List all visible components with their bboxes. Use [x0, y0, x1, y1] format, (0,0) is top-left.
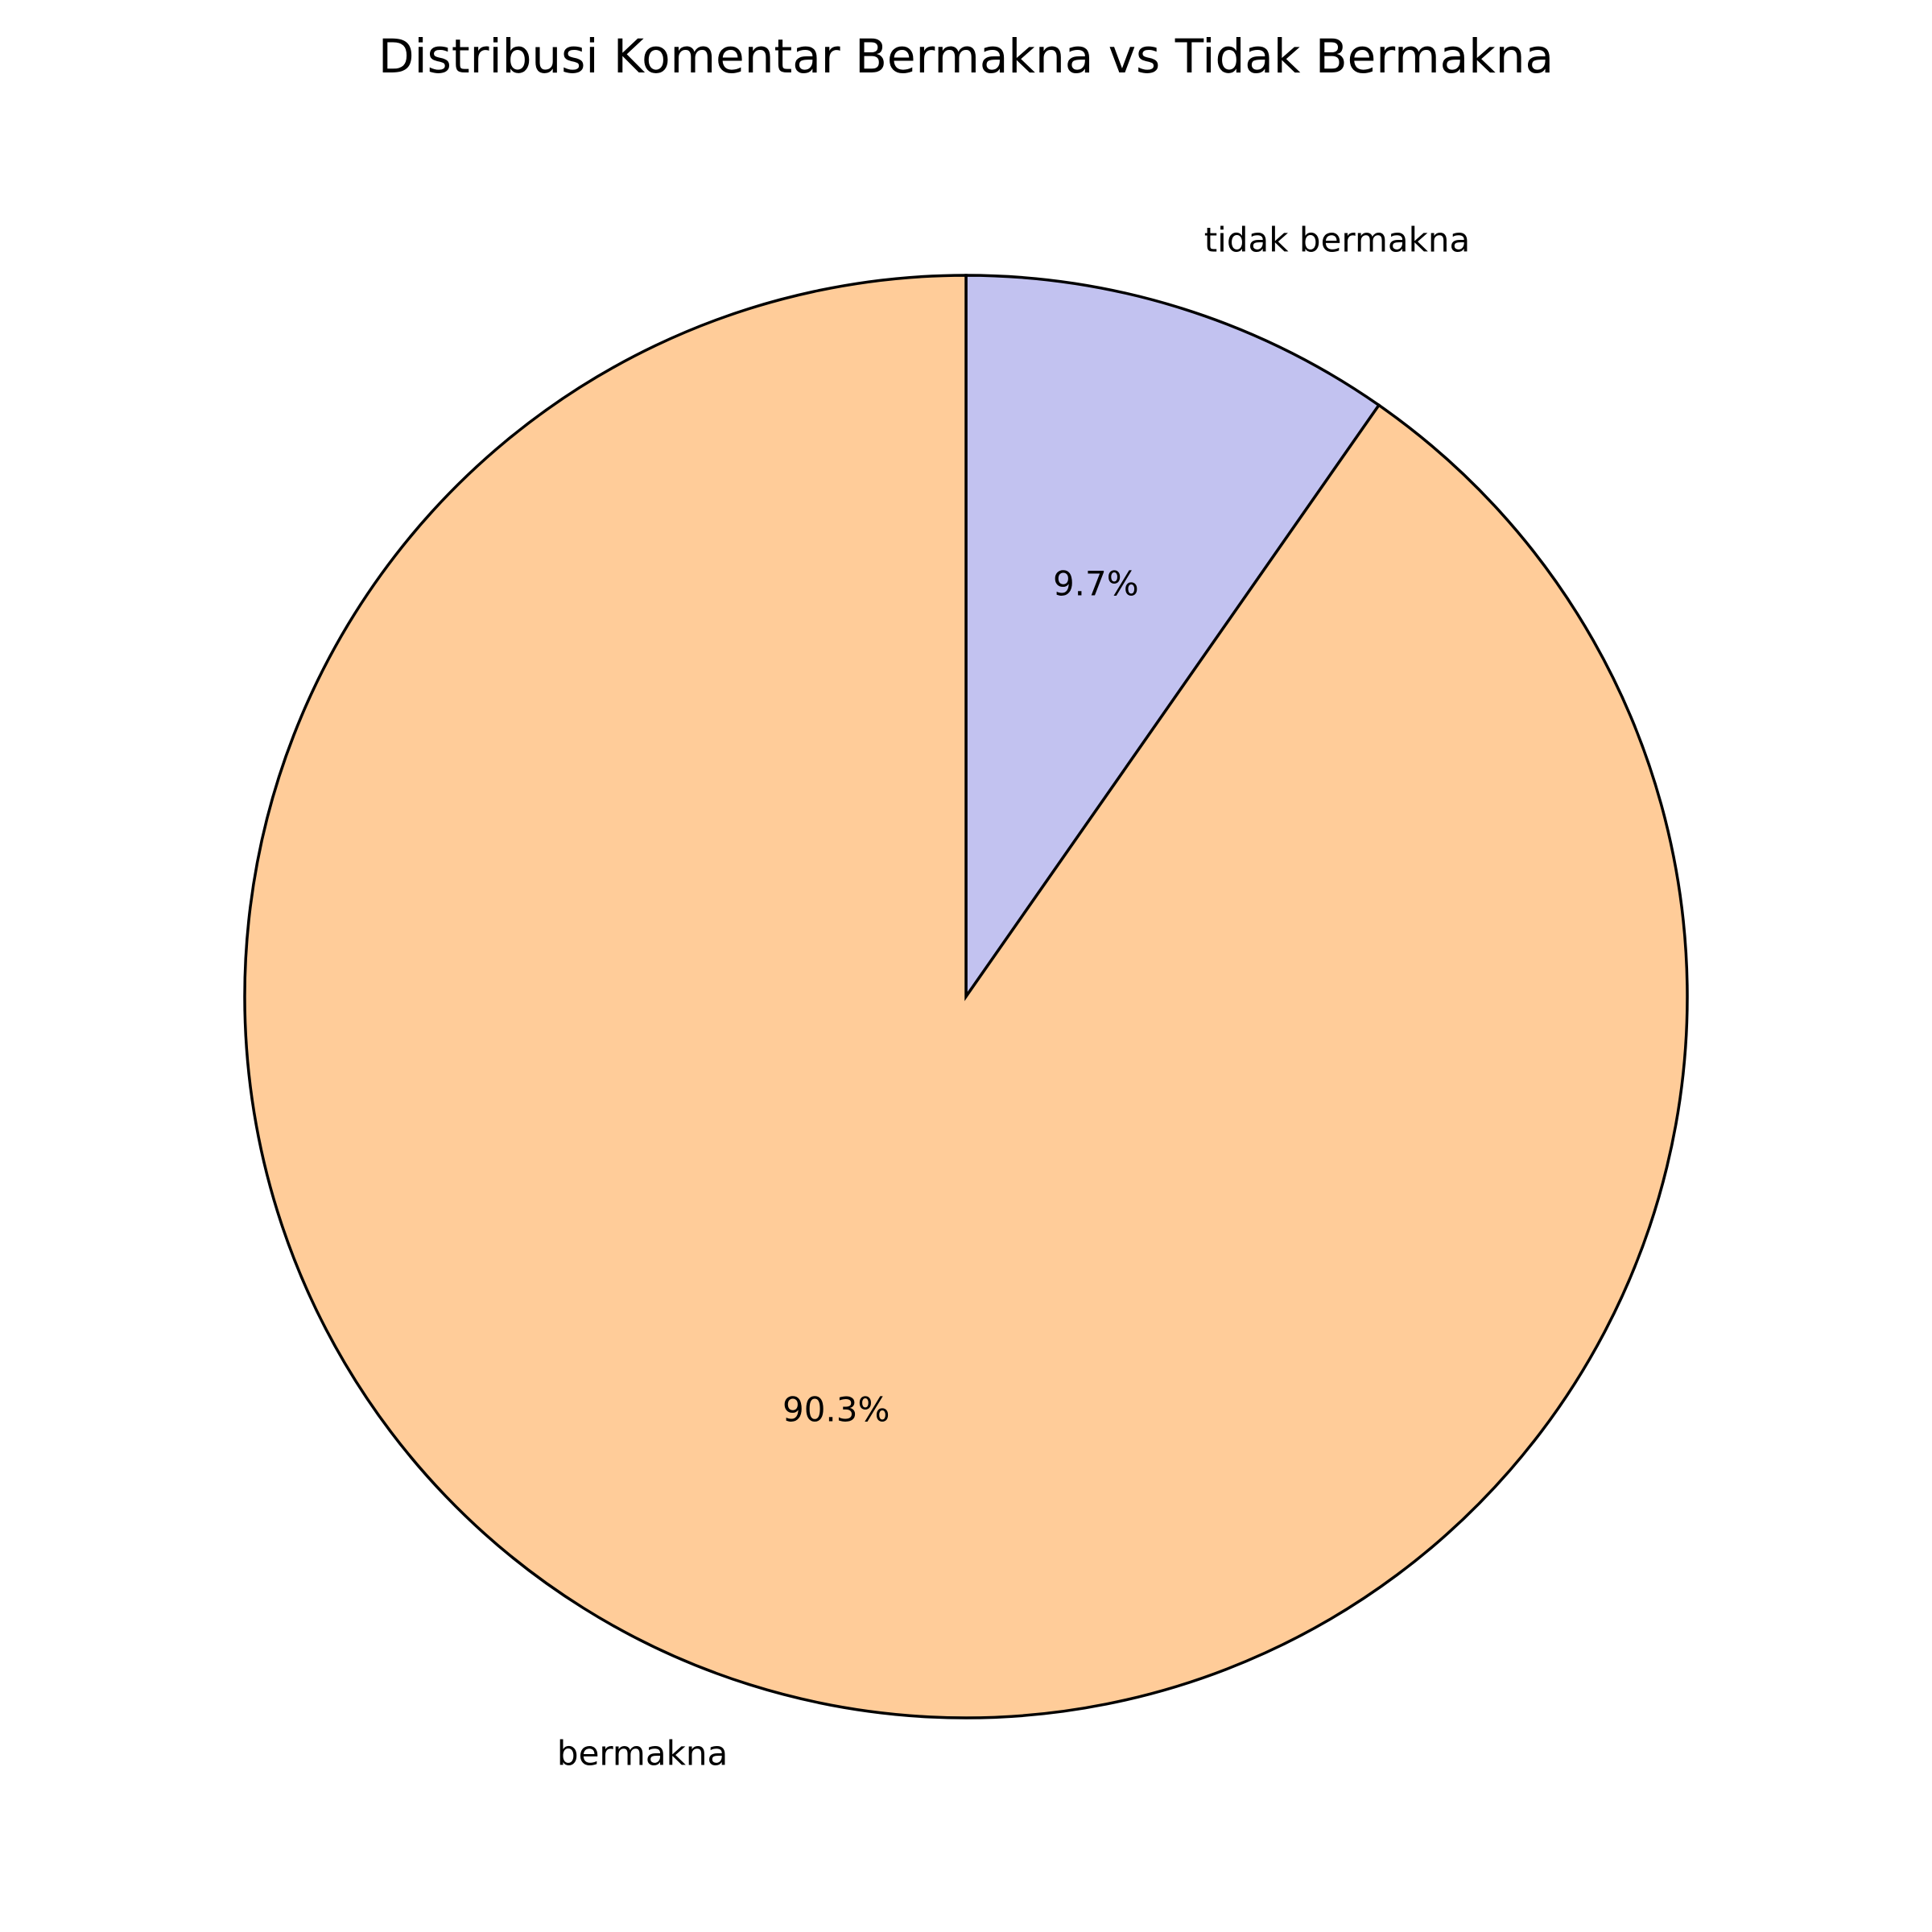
pie-slice-bermakna: [243, 274, 1689, 1719]
chart-title: Distribusi Komentar Bermakna vs Tidak Be…: [378, 29, 1554, 84]
labels-layer: tidak bermakna 9.7% bermakna 90.3%: [557, 220, 1470, 1773]
pct-label-tidak-bermakna: 9.7%: [1053, 564, 1139, 604]
slice-label-bermakna: bermakna: [557, 1734, 728, 1773]
pct-label-bermakna: 90.3%: [782, 1389, 890, 1429]
slices-layer: [243, 274, 1689, 1719]
slice-label-tidak-bermakna: tidak bermakna: [1204, 220, 1471, 259]
pie-slice-tidak-bermakna: [964, 274, 1381, 1001]
